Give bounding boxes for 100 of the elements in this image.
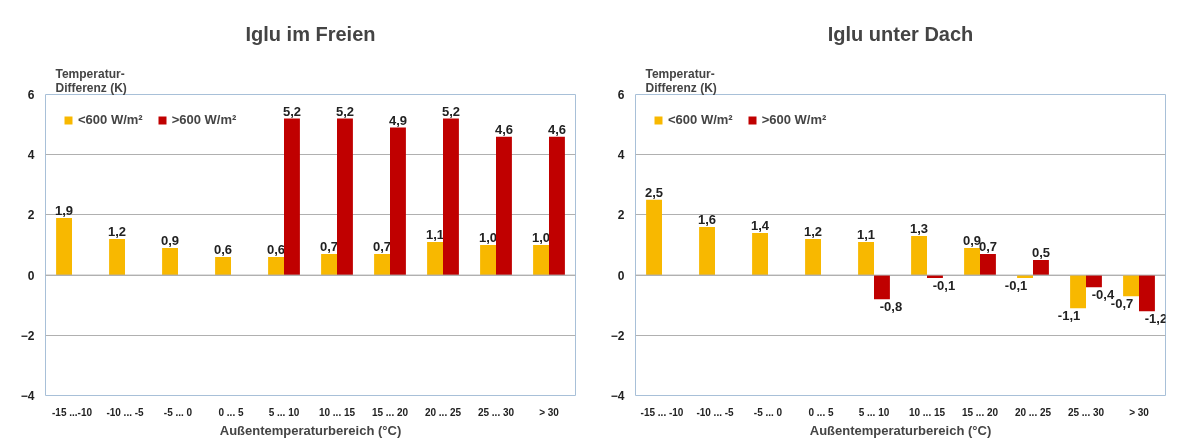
data-label: 1,6: [698, 211, 717, 227]
y-tick-label: 0: [27, 268, 35, 283]
data-label: 1,0: [479, 230, 498, 245]
bar: [911, 235, 927, 276]
x-tick-label: 5 ... 10: [858, 406, 890, 418]
data-label: 1,1: [857, 226, 876, 242]
y-tick-label: 4: [27, 148, 35, 163]
bar: [109, 238, 125, 276]
bar: [980, 254, 996, 276]
bar: [374, 254, 390, 276]
data-label: 1,2: [804, 223, 823, 239]
bar: [858, 241, 874, 276]
y-tick-label: −4: [610, 389, 625, 403]
x-tick-label: -5 ... 0: [753, 406, 783, 418]
y-tick-label: 6: [27, 88, 35, 102]
x-tick-label: 0 ... 5: [218, 406, 244, 418]
x-tick-label: 15 ... 20: [371, 406, 409, 418]
chart-title: Iglu im Freien: [245, 22, 376, 45]
bar: [699, 226, 715, 276]
x-tick-label: 10 ... 15: [318, 406, 356, 418]
data-label: 2,5: [645, 184, 664, 200]
x-tick-label: 25 ... 30: [477, 406, 515, 418]
data-label: -0,8: [879, 299, 903, 315]
data-label: 4,6: [494, 121, 513, 137]
data-label: -0,4: [1091, 287, 1115, 303]
x-tick-label: 20 ... 25: [424, 406, 462, 418]
bar: [390, 127, 406, 276]
bar: [284, 118, 300, 276]
bar: [1139, 275, 1155, 312]
bar: [337, 118, 353, 276]
data-label: 0,6: [267, 242, 286, 258]
y-tick-label: −2: [610, 328, 625, 343]
x-axis-title: Außentemperaturbereich (°C): [809, 422, 992, 438]
x-tick-label: > 30: [1129, 406, 1150, 418]
x-tick-label: > 30: [539, 406, 560, 418]
x-tick-label: -15 ...-10: [51, 406, 93, 418]
bar: [56, 217, 72, 276]
bar: [268, 257, 284, 276]
y-tick-label: 0: [617, 268, 625, 283]
data-label: 5,2: [335, 103, 354, 119]
bar: [480, 245, 496, 276]
bar: [215, 257, 231, 276]
x-tick-label: 15 ... 20: [961, 406, 999, 418]
bar: [443, 118, 459, 276]
legend-label: >600 W/m²: [761, 112, 827, 127]
data-label: 0,5: [1031, 245, 1050, 261]
x-tick-label: 20 ... 25: [1014, 406, 1052, 418]
data-label: 1,3: [910, 220, 929, 236]
chart-title: Iglu unter Dach: [827, 22, 974, 45]
y-axis-title: Temperatur- Differenz (K): [645, 66, 717, 95]
x-tick-label: 5 ... 10: [268, 406, 300, 418]
data-label: 1,2: [108, 223, 127, 239]
data-label: 0,6: [214, 242, 233, 258]
data-label: 4,6: [547, 121, 566, 137]
y-tick-label: 2: [617, 208, 625, 223]
bar: [752, 232, 768, 276]
x-tick-label: 10 ... 15: [908, 406, 946, 418]
y-tick-label: −2: [20, 328, 35, 343]
bar: [427, 241, 443, 276]
data-label: 1,0: [532, 230, 551, 245]
legend-label: <600 W/m²: [668, 112, 733, 127]
x-tick-label: 25 ... 30: [1067, 406, 1105, 418]
bar: [162, 248, 178, 276]
legend-label: <600 W/m²: [78, 112, 143, 127]
data-label: 4,9: [388, 112, 407, 128]
y-tick-label: 6: [617, 88, 625, 102]
bar: [646, 199, 662, 276]
x-axis-title: Außentemperaturbereich (°C): [219, 422, 402, 438]
x-tick-label: -15 ... -10: [640, 406, 684, 418]
y-tick-label: 4: [617, 148, 625, 163]
data-label: 5,2: [282, 103, 301, 119]
data-label: 1,4: [751, 217, 770, 233]
x-tick-label: 0 ... 5: [808, 406, 834, 418]
bar: [805, 238, 821, 276]
y-tick-label: −4: [20, 389, 35, 403]
bar: [1086, 275, 1102, 288]
bar: [496, 136, 512, 276]
y-axis-title: Temperatur- Differenz (K): [55, 66, 127, 95]
bar: [1033, 260, 1049, 276]
bar: [533, 245, 549, 276]
data-label: -0,1: [1004, 278, 1028, 294]
data-label: 1,1: [426, 226, 445, 242]
x-tick-label: -5 ... 0: [163, 406, 193, 418]
bar: [874, 275, 890, 300]
y-tick-label: 2: [27, 208, 35, 223]
data-label: -1,1: [1057, 308, 1081, 324]
x-tick-label: -10 ... -5: [696, 406, 735, 418]
bar: [549, 136, 565, 276]
bar: [1070, 275, 1086, 309]
legend-label: >600 W/m²: [171, 112, 237, 127]
data-label: 0,7: [320, 239, 339, 255]
data-label: 0,7: [373, 239, 392, 255]
bar: [321, 254, 337, 276]
bar: [1123, 275, 1139, 297]
data-label: 5,2: [441, 103, 460, 119]
data-label: 1,9: [55, 202, 74, 218]
x-tick-label: -10 ... -5: [106, 406, 145, 418]
data-label: -0,1: [932, 278, 956, 294]
data-label: 0,9: [161, 233, 180, 249]
bar: [964, 248, 980, 276]
